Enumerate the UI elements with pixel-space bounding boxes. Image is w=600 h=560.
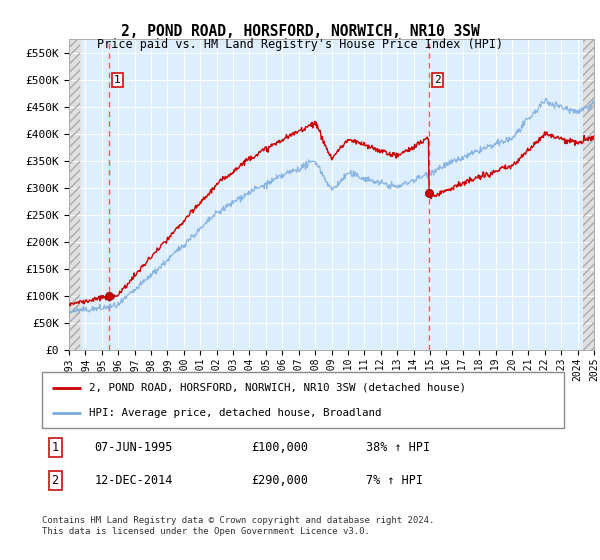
Text: 2: 2 [52,474,59,487]
Text: 07-JUN-1995: 07-JUN-1995 [94,441,173,454]
Bar [583,39,594,350]
Text: 12-DEC-2014: 12-DEC-2014 [94,474,173,487]
Text: 2, POND ROAD, HORSFORD, NORWICH, NR10 3SW: 2, POND ROAD, HORSFORD, NORWICH, NR10 3S… [121,24,479,39]
Text: 2: 2 [434,74,441,85]
Text: 38% ↑ HPI: 38% ↑ HPI [365,441,430,454]
Text: 1: 1 [114,74,121,85]
FancyBboxPatch shape [42,372,564,428]
Text: 1: 1 [52,441,59,454]
Text: £100,000: £100,000 [251,441,308,454]
Bar [69,39,80,350]
Text: Price paid vs. HM Land Registry's House Price Index (HPI): Price paid vs. HM Land Registry's House … [97,38,503,50]
Text: Contains HM Land Registry data © Crown copyright and database right 2024.
This d: Contains HM Land Registry data © Crown c… [42,516,434,536]
Text: 7% ↑ HPI: 7% ↑ HPI [365,474,422,487]
Text: HPI: Average price, detached house, Broadland: HPI: Average price, detached house, Broa… [89,408,382,418]
Text: 2, POND ROAD, HORSFORD, NORWICH, NR10 3SW (detached house): 2, POND ROAD, HORSFORD, NORWICH, NR10 3S… [89,382,466,393]
Bar [69,39,80,350]
Text: £290,000: £290,000 [251,474,308,487]
Bar [583,39,594,350]
